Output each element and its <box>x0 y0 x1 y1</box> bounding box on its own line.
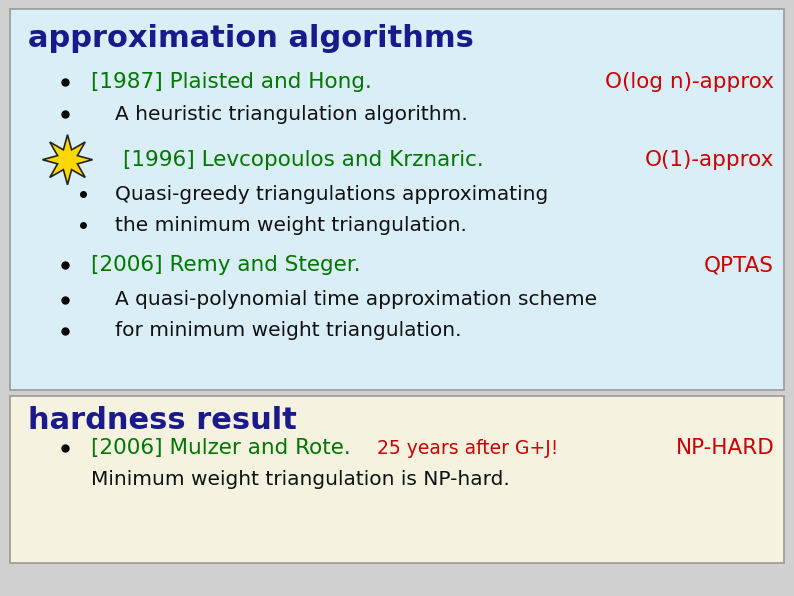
Polygon shape <box>43 135 92 185</box>
Text: Quasi-greedy triangulations approximating: Quasi-greedy triangulations approximatin… <box>115 185 549 204</box>
Text: [2006] Remy and Steger.: [2006] Remy and Steger. <box>91 255 361 275</box>
Text: [1996] Levcopoulos and Krznaric.: [1996] Levcopoulos and Krznaric. <box>123 150 484 170</box>
FancyBboxPatch shape <box>10 396 784 563</box>
Text: 25 years after G+J!: 25 years after G+J! <box>365 439 559 458</box>
Text: hardness result: hardness result <box>28 406 297 434</box>
Text: Minimum weight triangulation is NP-hard.: Minimum weight triangulation is NP-hard. <box>91 470 510 489</box>
FancyBboxPatch shape <box>10 9 784 390</box>
Text: [2006] Mulzer and Rote.: [2006] Mulzer and Rote. <box>91 438 351 458</box>
Text: A heuristic triangulation algorithm.: A heuristic triangulation algorithm. <box>115 105 468 124</box>
Text: O(log n)-approx: O(log n)-approx <box>605 72 774 92</box>
Text: O(1)-approx: O(1)-approx <box>645 150 774 170</box>
Text: approximation algorithms: approximation algorithms <box>28 24 474 53</box>
Text: NP-HARD: NP-HARD <box>676 438 774 458</box>
Text: A quasi-polynomial time approximation scheme: A quasi-polynomial time approximation sc… <box>115 290 597 309</box>
Text: the minimum weight triangulation.: the minimum weight triangulation. <box>115 216 467 235</box>
Text: for minimum weight triangulation.: for minimum weight triangulation. <box>115 321 461 340</box>
Text: QPTAS: QPTAS <box>704 255 774 275</box>
Text: [1987] Plaisted and Hong.: [1987] Plaisted and Hong. <box>91 72 372 92</box>
